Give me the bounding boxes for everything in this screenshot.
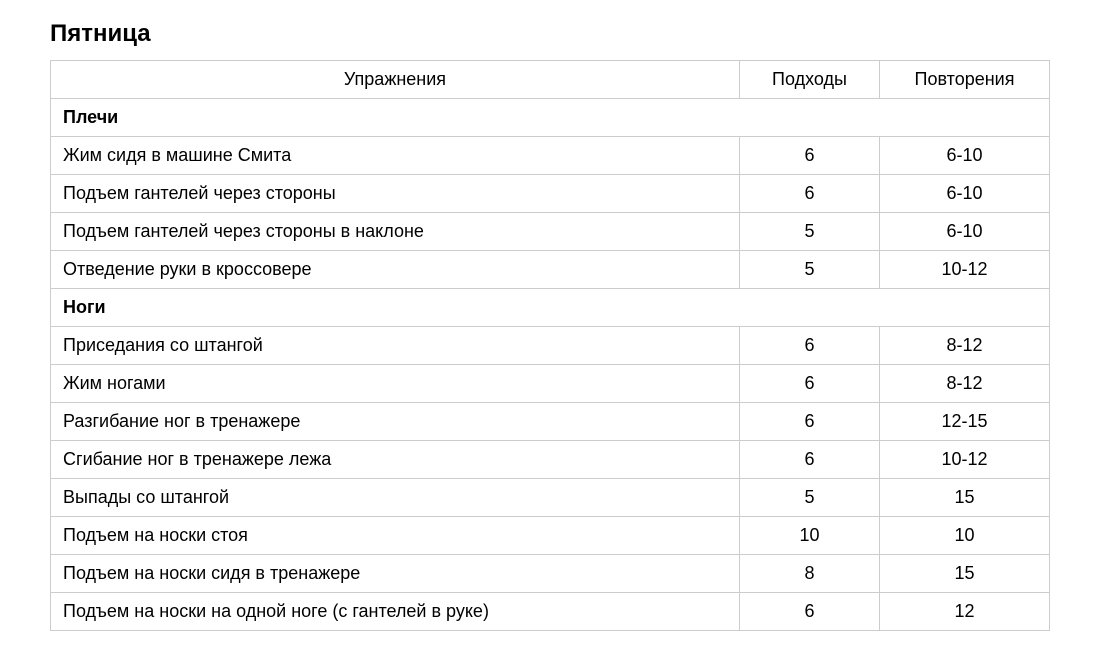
exercise-cell: Жим ногами <box>51 365 740 403</box>
table-row: Подъем на носки сидя в тренажере815 <box>51 555 1050 593</box>
sets-cell: 5 <box>740 479 880 517</box>
table-row: Сгибание ног в тренажере лежа610-12 <box>51 441 1050 479</box>
section-label: Плечи <box>51 99 1050 137</box>
table-body: ПлечиЖим сидя в машине Смита66-10Подъем … <box>51 99 1050 631</box>
sets-cell: 8 <box>740 555 880 593</box>
exercise-cell: Сгибание ног в тренажере лежа <box>51 441 740 479</box>
exercise-cell: Подъем гантелей через стороны в наклоне <box>51 213 740 251</box>
col-header-exercise: Упражнения <box>51 61 740 99</box>
reps-cell: 10 <box>880 517 1050 555</box>
table-row: Подъем гантелей через стороны в наклоне5… <box>51 213 1050 251</box>
sets-cell: 5 <box>740 251 880 289</box>
sets-cell: 6 <box>740 403 880 441</box>
col-header-sets: Подходы <box>740 61 880 99</box>
exercise-cell: Разгибание ног в тренажере <box>51 403 740 441</box>
reps-cell: 8-12 <box>880 365 1050 403</box>
reps-cell: 6-10 <box>880 213 1050 251</box>
section-row: Плечи <box>51 99 1050 137</box>
table-row: Отведение руки в кроссовере510-12 <box>51 251 1050 289</box>
table-row: Подъем на носки стоя1010 <box>51 517 1050 555</box>
table-header-row: Упражнения Подходы Повторения <box>51 61 1050 99</box>
reps-cell: 10-12 <box>880 441 1050 479</box>
table-row: Разгибание ног в тренажере612-15 <box>51 403 1050 441</box>
exercise-cell: Приседания со штангой <box>51 327 740 365</box>
exercise-cell: Подъем гантелей через стороны <box>51 175 740 213</box>
exercise-cell: Жим сидя в машине Смита <box>51 137 740 175</box>
exercise-cell: Подъем на носки сидя в тренажере <box>51 555 740 593</box>
exercise-cell: Отведение руки в кроссовере <box>51 251 740 289</box>
table-row: Жим сидя в машине Смита66-10 <box>51 137 1050 175</box>
sets-cell: 5 <box>740 213 880 251</box>
workout-table: Упражнения Подходы Повторения ПлечиЖим с… <box>50 60 1050 631</box>
reps-cell: 15 <box>880 479 1050 517</box>
sets-cell: 6 <box>740 593 880 631</box>
section-row: Ноги <box>51 289 1050 327</box>
reps-cell: 12-15 <box>880 403 1050 441</box>
reps-cell: 8-12 <box>880 327 1050 365</box>
sets-cell: 6 <box>740 175 880 213</box>
reps-cell: 12 <box>880 593 1050 631</box>
sets-cell: 6 <box>740 327 880 365</box>
table-row: Подъем гантелей через стороны66-10 <box>51 175 1050 213</box>
section-label: Ноги <box>51 289 1050 327</box>
sets-cell: 10 <box>740 517 880 555</box>
col-header-reps: Повторения <box>880 61 1050 99</box>
table-row: Подъем на носки на одной ноге (с гантеле… <box>51 593 1050 631</box>
reps-cell: 15 <box>880 555 1050 593</box>
sets-cell: 6 <box>740 365 880 403</box>
sets-cell: 6 <box>740 441 880 479</box>
exercise-cell: Подъем на носки на одной ноге (с гантеле… <box>51 593 740 631</box>
reps-cell: 10-12 <box>880 251 1050 289</box>
table-row: Жим ногами68-12 <box>51 365 1050 403</box>
table-row: Выпады со штангой515 <box>51 479 1050 517</box>
reps-cell: 6-10 <box>880 137 1050 175</box>
page-title: Пятница <box>50 20 1052 48</box>
reps-cell: 6-10 <box>880 175 1050 213</box>
table-row: Приседания со штангой68-12 <box>51 327 1050 365</box>
exercise-cell: Выпады со штангой <box>51 479 740 517</box>
sets-cell: 6 <box>740 137 880 175</box>
exercise-cell: Подъем на носки стоя <box>51 517 740 555</box>
